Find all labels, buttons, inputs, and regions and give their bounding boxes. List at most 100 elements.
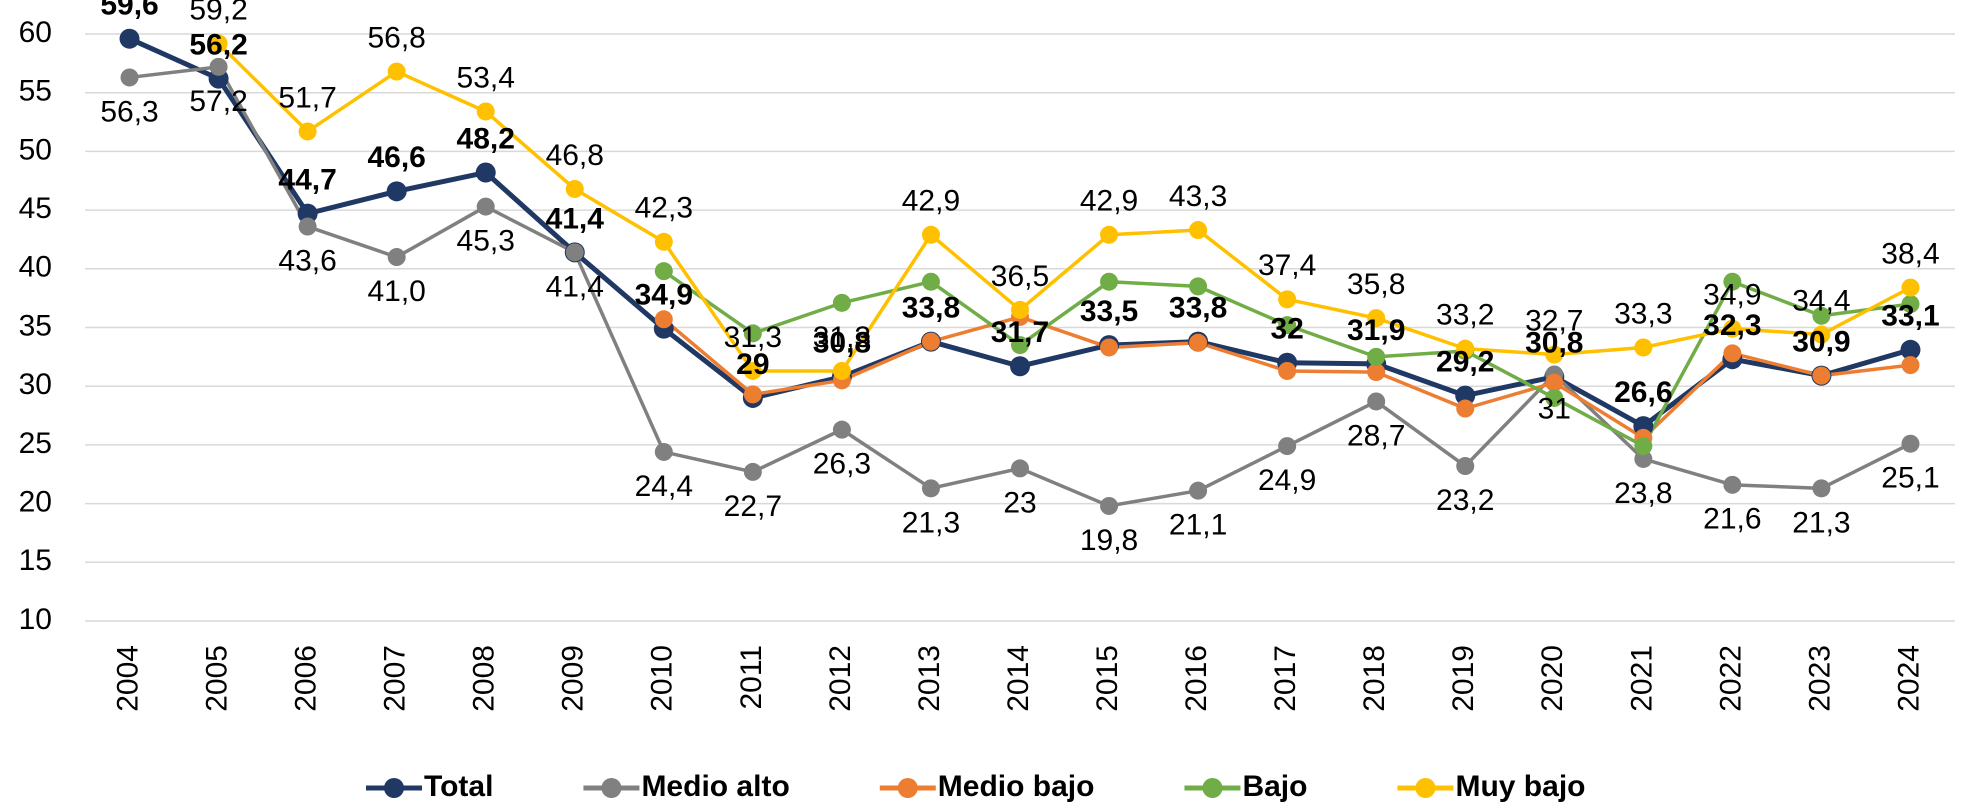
- data-point: [1011, 459, 1029, 478]
- data-label: 30,8: [1525, 327, 1583, 360]
- y-tick-label: 15: [19, 544, 52, 577]
- y-tick-label: 35: [19, 309, 52, 342]
- data-point: [1100, 272, 1119, 291]
- data-label: 25,1: [1881, 462, 1939, 495]
- legend-marker: [1202, 778, 1223, 798]
- y-tick-label: 60: [19, 16, 52, 49]
- data-label: 45,3: [457, 224, 515, 257]
- legend-label: Bajo: [1242, 770, 1307, 803]
- x-tick-label: 2005: [200, 645, 233, 712]
- legend-label: Medio alto: [641, 770, 789, 803]
- data-label: 59,2: [189, 0, 247, 26]
- data-label: 29: [736, 348, 769, 381]
- data-point: [921, 272, 940, 291]
- x-tick-label: 2015: [1091, 645, 1124, 712]
- data-label: 24,4: [635, 470, 693, 503]
- data-point: [209, 57, 228, 76]
- legend-marker: [1415, 778, 1436, 798]
- data-label: 34,9: [635, 279, 693, 312]
- data-label: 56,8: [367, 21, 425, 54]
- data-point: [1900, 339, 1921, 360]
- data-point: [1100, 338, 1119, 357]
- x-tick-label: 2006: [290, 645, 323, 712]
- data-label: 44,7: [278, 164, 336, 197]
- y-tick-label: 45: [19, 192, 52, 225]
- data-point: [1278, 361, 1297, 380]
- data-label: 23,2: [1436, 484, 1494, 517]
- data-label: 46,8: [546, 139, 604, 172]
- data-point: [1189, 481, 1208, 500]
- legend-label: Muy bajo: [1455, 770, 1585, 803]
- data-point: [1634, 338, 1653, 357]
- data-label: 32,3: [1703, 309, 1761, 342]
- legend-label: Total: [424, 770, 493, 803]
- data-label: 22,7: [724, 490, 782, 523]
- data-point: [120, 68, 139, 87]
- legend-marker: [601, 778, 622, 798]
- data-point: [1456, 399, 1475, 418]
- data-label: 56,2: [189, 29, 247, 62]
- data-label: 42,9: [1080, 185, 1138, 218]
- x-tick-label: 2021: [1625, 645, 1658, 712]
- data-point: [387, 62, 406, 81]
- data-label: 31,9: [1347, 314, 1405, 347]
- data-point: [1278, 437, 1297, 456]
- data-point: [743, 385, 762, 404]
- data-label: 23: [1003, 486, 1036, 519]
- data-label: 56,3: [100, 95, 158, 128]
- data-label: 34,4: [1792, 284, 1850, 317]
- data-point: [119, 28, 140, 49]
- data-label: 43,6: [278, 244, 336, 277]
- x-tick-label: 2004: [111, 645, 144, 712]
- x-tick-label: 2013: [913, 645, 946, 712]
- data-point: [209, 34, 228, 53]
- x-tick-label: 2008: [468, 645, 501, 712]
- data-label: 29,2: [1436, 346, 1494, 379]
- series-line: [217, 42, 1912, 373]
- data-label: 19,8: [1080, 524, 1138, 557]
- y-tick-label: 30: [19, 368, 52, 401]
- data-label: 30,9: [1792, 326, 1850, 359]
- data-point: [1901, 434, 1920, 453]
- data-point: [921, 332, 940, 351]
- data-point: [832, 420, 851, 439]
- x-tick-label: 2010: [646, 645, 679, 712]
- data-point: [1812, 306, 1831, 325]
- data-label: 23,8: [1614, 477, 1672, 510]
- data-point: [1189, 277, 1208, 296]
- data-point: [1010, 356, 1030, 377]
- data-label: 33,1: [1881, 300, 1939, 333]
- data-point: [654, 232, 673, 251]
- data-label: 30,8: [813, 327, 871, 360]
- x-tick-label: 2024: [1892, 645, 1925, 712]
- y-tick-label: 10: [19, 603, 52, 636]
- data-label: 41,0: [367, 275, 425, 308]
- data-point: [832, 293, 851, 312]
- x-tick-label: 2011: [735, 645, 768, 710]
- data-point: [1723, 272, 1742, 291]
- data-point: [743, 361, 762, 380]
- data-label: 37,4: [1258, 249, 1316, 282]
- data-point: [1100, 225, 1119, 244]
- x-tick-label: 2019: [1447, 645, 1480, 712]
- data-label: 28,7: [1347, 419, 1405, 452]
- data-point: [387, 248, 406, 267]
- legend-marker: [384, 778, 404, 798]
- data-point: [743, 462, 762, 481]
- data-point: [1100, 496, 1119, 515]
- data-point: [1634, 449, 1653, 468]
- data-label: 21,6: [1703, 503, 1761, 536]
- x-tick-label: 2014: [1002, 645, 1035, 712]
- data-label: 34,9: [1703, 279, 1761, 312]
- data-label: 57,2: [189, 85, 247, 118]
- data-point: [1723, 475, 1742, 494]
- y-tick-label: 25: [19, 427, 52, 460]
- data-label: 38,4: [1881, 238, 1939, 271]
- data-point: [1901, 295, 1920, 314]
- data-label: 33,8: [1169, 292, 1227, 325]
- data-point: [654, 442, 673, 461]
- data-label: 46,6: [367, 141, 425, 174]
- y-tick-label: 40: [19, 251, 52, 284]
- data-label: 32,7: [1525, 304, 1583, 337]
